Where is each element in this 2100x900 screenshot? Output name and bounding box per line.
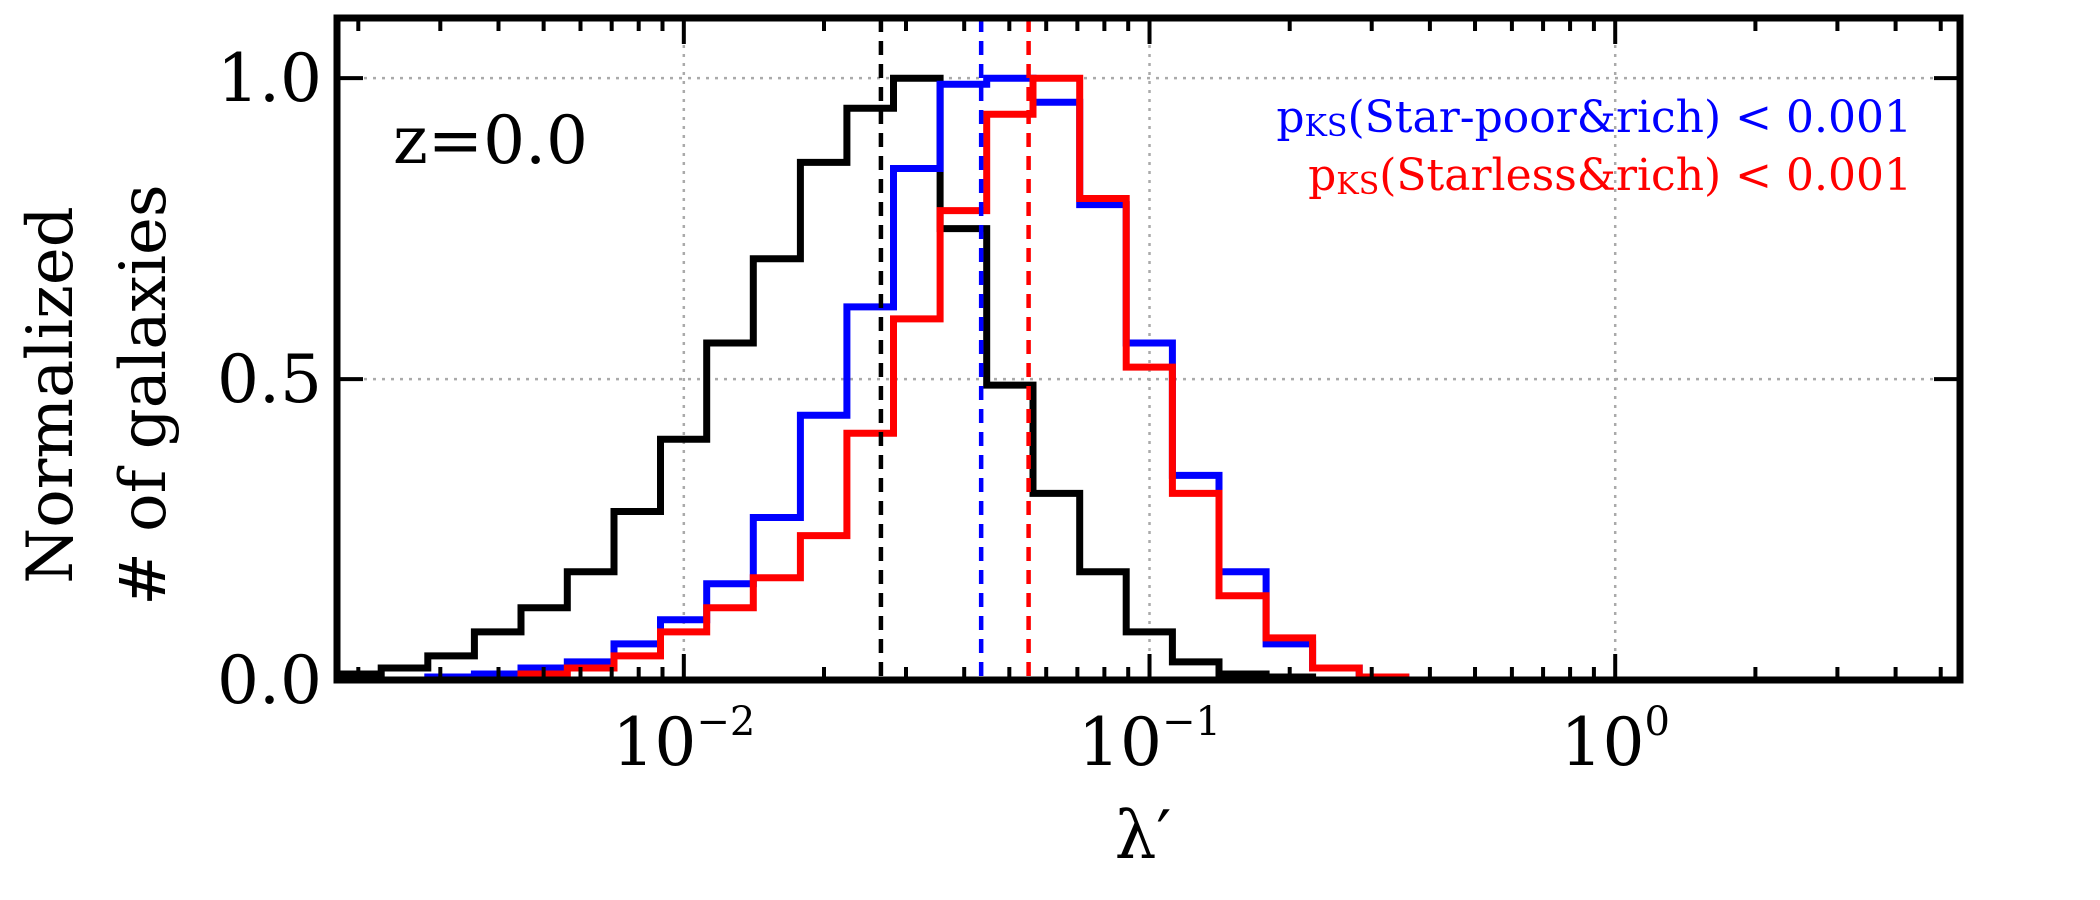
- x-tick-label: 10−2: [612, 699, 755, 781]
- redshift-annotation: z=0.0: [393, 102, 588, 179]
- y-tick-labels: 0.0 0.5 1.0: [217, 40, 322, 719]
- y-tick-label: 1.0: [217, 40, 322, 117]
- histogram-series-2: [334, 74, 1686, 684]
- x-axis-label: λ′: [1115, 797, 1172, 874]
- x-tick-labels: 10−2 10−1 100: [612, 699, 1670, 781]
- y-axis-label-line1: Normalized: [14, 206, 88, 583]
- x-tick-label: 10−1: [1078, 699, 1221, 781]
- axis-ticks: [337, 18, 1960, 682]
- ks-label-0: pKS(Star-poor&rich) < 0.001: [1276, 92, 1912, 144]
- median-lines: [878, 18, 1031, 680]
- y-axis-label-line2: # of galaxies: [107, 184, 181, 606]
- ks-label-1: pKS(Starless&rich) < 0.001: [1308, 150, 1912, 202]
- y-tick-label: 0.0: [217, 642, 322, 719]
- x-tick-label: 100: [1560, 699, 1669, 781]
- y-tick-label: 0.5: [217, 341, 322, 418]
- ks-test-labels: pKS(Star-poor&rich) < 0.001 pKS(Starless&…: [1276, 92, 1912, 202]
